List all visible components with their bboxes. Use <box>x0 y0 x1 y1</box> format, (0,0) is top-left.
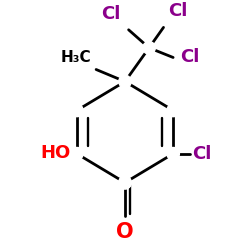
Circle shape <box>167 104 179 117</box>
Circle shape <box>70 148 83 160</box>
Text: H₃C: H₃C <box>61 50 91 65</box>
Text: Cl: Cl <box>168 2 188 20</box>
Circle shape <box>119 176 131 189</box>
Circle shape <box>119 176 131 189</box>
Text: HO: HO <box>40 144 71 162</box>
Circle shape <box>143 42 155 54</box>
Text: Cl: Cl <box>101 4 120 22</box>
Circle shape <box>119 75 131 88</box>
Circle shape <box>167 148 179 160</box>
Circle shape <box>70 104 83 117</box>
Text: Cl: Cl <box>180 48 200 66</box>
Text: Cl: Cl <box>192 145 212 163</box>
Text: O: O <box>116 222 134 242</box>
